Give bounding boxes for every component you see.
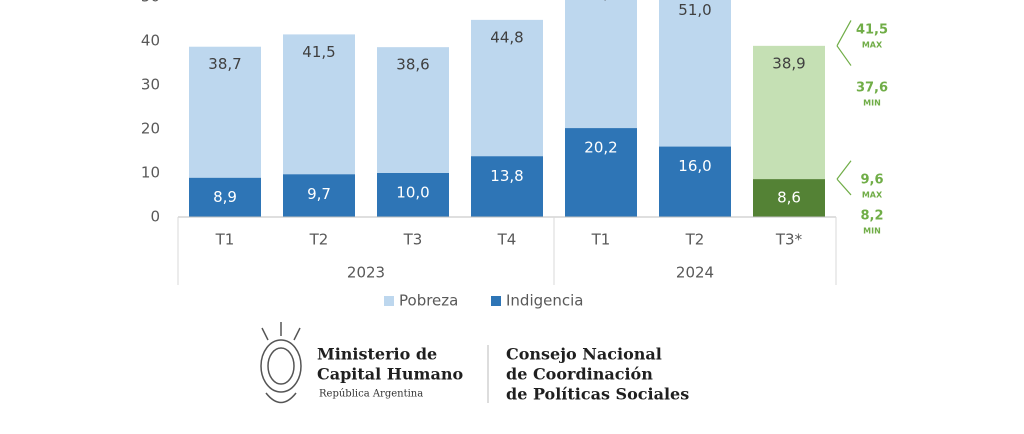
logo-text: Ministerio de xyxy=(317,345,437,364)
data-label: 8,9 xyxy=(213,188,237,206)
logo-text: Capital Humano xyxy=(317,365,463,384)
bar xyxy=(753,179,825,217)
annotation-value: 41,5 xyxy=(856,23,888,38)
bar xyxy=(471,156,543,217)
data-label: 8,6 xyxy=(777,189,801,207)
annotation-text: MAX xyxy=(862,191,883,200)
annotation-value: 9,6 xyxy=(860,173,883,188)
group-label: 2023 xyxy=(347,264,385,282)
x-tick-label: T2 xyxy=(685,231,705,249)
legend-label: Indigencia xyxy=(506,292,583,310)
data-label: 41,5 xyxy=(302,43,335,61)
group-label: 2024 xyxy=(676,264,714,282)
y-tick-label: 10 xyxy=(141,164,160,182)
data-label: 10,0 xyxy=(396,184,429,202)
logo-text: Consejo Nacional xyxy=(506,345,662,364)
annotation-value: 8,2 xyxy=(860,209,883,224)
x-tick-label: T3 xyxy=(403,231,423,249)
bar xyxy=(189,177,261,217)
y-tick-label: 50 xyxy=(141,0,160,6)
x-tick-label: T2 xyxy=(309,231,329,249)
x-tick-label: T1 xyxy=(215,231,235,249)
data-label: 44,8 xyxy=(490,28,523,46)
y-tick-label: 40 xyxy=(141,32,160,50)
y-tick-label: 30 xyxy=(141,76,160,94)
x-tick-label: T4 xyxy=(497,231,517,249)
logo-text: de Políticas Sociales xyxy=(506,385,689,404)
x-tick-label: T3* xyxy=(775,231,803,249)
data-label: 38,6 xyxy=(396,56,429,74)
data-label: 51,0 xyxy=(678,1,711,19)
bar xyxy=(565,128,637,217)
range-bracket xyxy=(836,160,852,180)
annotation-text: MIN xyxy=(863,99,881,108)
y-tick-label: 0 xyxy=(150,208,160,226)
data-label: 20,2 xyxy=(584,139,617,157)
range-bracket xyxy=(836,20,852,47)
bar xyxy=(283,174,355,217)
data-label: 13,8 xyxy=(490,167,523,185)
bar xyxy=(377,173,449,217)
y-tick-label: 20 xyxy=(141,120,160,138)
data-label: 38,7 xyxy=(208,55,241,73)
logo-text: de Coordinación xyxy=(506,365,653,384)
legend-swatch xyxy=(384,296,394,306)
ministry-emblem xyxy=(260,322,302,404)
range-bracket xyxy=(836,178,852,196)
data-label: 16,0 xyxy=(678,157,711,175)
legend-swatch xyxy=(491,296,501,306)
data-label: 9,7 xyxy=(307,185,331,203)
legend-label: Pobreza xyxy=(399,292,458,310)
data-label: 54,8 xyxy=(584,0,617,2)
annotation-text: MIN xyxy=(863,227,881,236)
annotation-value: 37,6 xyxy=(856,81,888,96)
data-label: 38,9 xyxy=(772,54,805,72)
annotation-text: MAX xyxy=(862,41,883,50)
range-bracket xyxy=(836,45,852,66)
x-tick-label: T1 xyxy=(591,231,611,249)
bar xyxy=(659,146,731,217)
logo-subtext: República Argentina xyxy=(319,389,423,400)
